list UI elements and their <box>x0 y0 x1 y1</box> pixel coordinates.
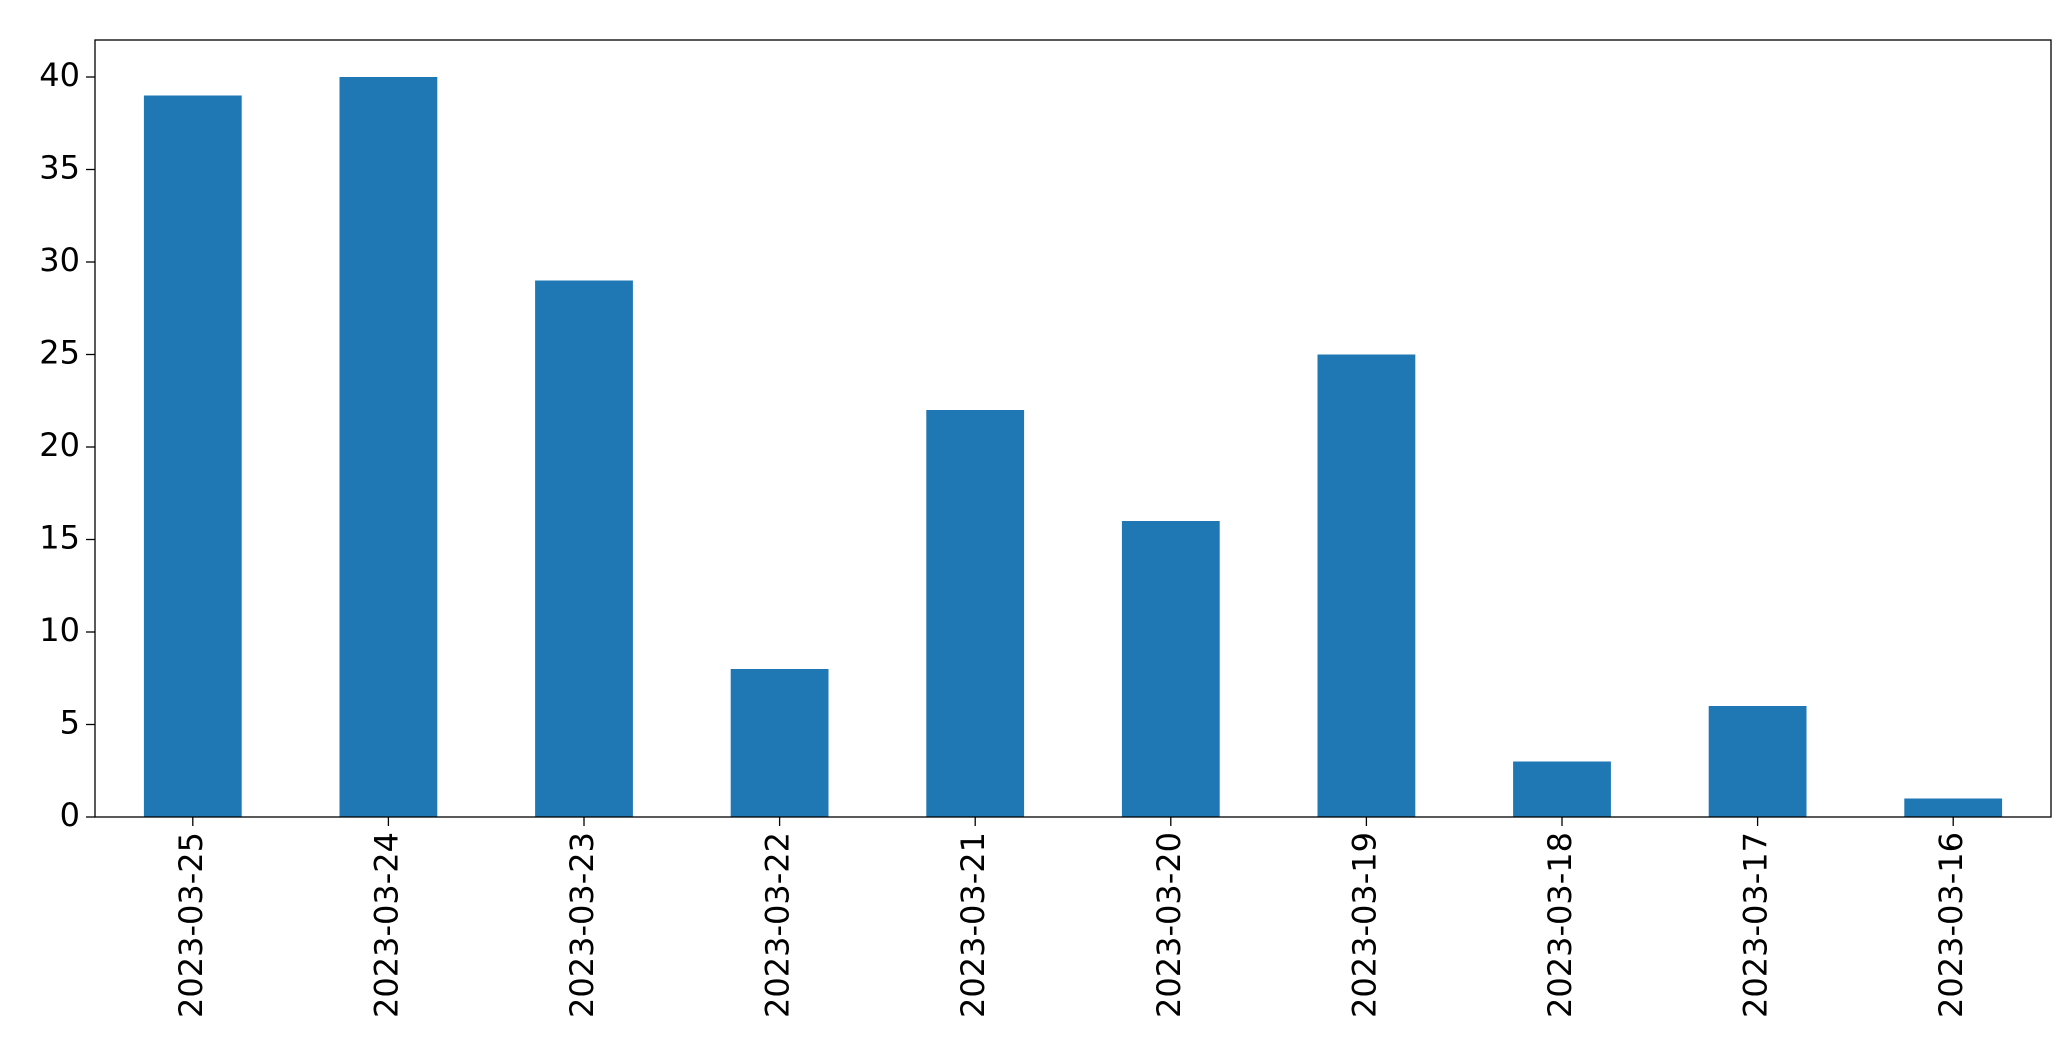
bar <box>1121 521 1220 817</box>
x-tick-label: 2023-03-18 <box>1541 832 1579 1018</box>
y-tick-label: 25 <box>39 334 80 372</box>
bar <box>1708 706 1807 817</box>
x-tick-label: 2023-03-24 <box>367 832 405 1018</box>
x-tick-label: 2023-03-17 <box>1737 832 1775 1018</box>
y-tick-label: 5 <box>60 704 80 742</box>
bar <box>143 95 242 817</box>
bar <box>1513 761 1611 817</box>
y-tick-label: 0 <box>60 796 80 834</box>
x-tick-label: 2023-03-16 <box>1932 832 1970 1018</box>
bar <box>535 280 633 817</box>
y-tick-label: 40 <box>39 56 80 94</box>
bar <box>1904 798 2003 817</box>
y-tick-label: 35 <box>39 149 80 187</box>
bar <box>339 77 438 817</box>
y-tick-label: 15 <box>39 519 80 557</box>
x-tick-label: 2023-03-19 <box>1345 832 1383 1018</box>
x-tick-label: 2023-03-20 <box>1150 832 1188 1018</box>
x-tick-label: 2023-03-25 <box>172 832 210 1018</box>
bar <box>1317 354 1416 817</box>
bar <box>926 410 1025 817</box>
x-tick-label: 2023-03-23 <box>563 832 601 1018</box>
y-tick-label: 30 <box>39 241 80 279</box>
x-tick-label: 2023-03-22 <box>759 832 797 1018</box>
y-tick-label: 20 <box>39 426 80 464</box>
x-tick-label: 2023-03-21 <box>954 832 992 1018</box>
bar <box>730 669 829 817</box>
plot-frame <box>94 39 2052 818</box>
y-tick-label: 10 <box>39 611 80 649</box>
